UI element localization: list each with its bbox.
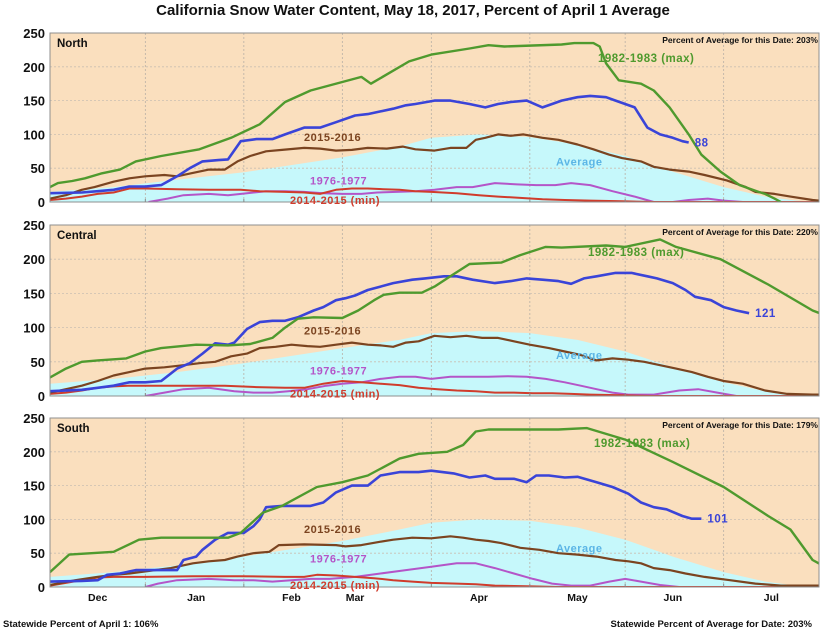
statewide-percent-average: Statewide Percent of Average for Date: 2… — [610, 619, 812, 630]
label-2015-2016: 2015-2016 — [304, 325, 361, 337]
y-tick-label: 200 — [23, 252, 45, 267]
label-current-value: 121 — [755, 308, 776, 320]
y-tick-label: 150 — [23, 286, 45, 301]
x-tick-label: Apr — [470, 592, 488, 604]
series-line-min — [50, 380, 819, 396]
x-tick-label: Jan — [187, 592, 205, 604]
y-tick-label: 200 — [23, 445, 45, 460]
label-current-value: 101 — [707, 514, 728, 526]
y-tick-label: 0 — [38, 580, 45, 595]
label-1976-1977: 1976-1977 — [310, 175, 367, 187]
series-line-max — [50, 238, 819, 379]
label-max-year: 1982-1983 (max) — [588, 247, 684, 259]
label-2015-2016: 2015-2016 — [304, 524, 361, 536]
label-average: Average — [556, 543, 603, 555]
label-2014-2015: 2014-2015 (min) — [290, 580, 380, 592]
plot-frame — [49, 224, 820, 397]
series-line-current — [50, 271, 750, 393]
label-2014-2015: 2014-2015 (min) — [290, 388, 380, 400]
chart-title: California Snow Water Content, May 18, 2… — [156, 2, 670, 19]
percent-of-average-label: Percent of Average for this Date: 220% — [662, 227, 818, 237]
label-current-value: 88 — [695, 138, 709, 150]
series-line-max — [50, 426, 819, 573]
label-2015-2016: 2015-2016 — [304, 132, 361, 144]
y-tick-label: 150 — [23, 479, 45, 494]
y-tick-label: 50 — [31, 161, 45, 176]
series-line-max — [50, 41, 782, 202]
x-tick-label: Feb — [282, 592, 301, 604]
series-line-y1977 — [145, 375, 737, 396]
series-line-wet — [50, 535, 819, 587]
panel-south: 0 50 100 150 200 250 South Percent of Average f… — [23, 411, 820, 604]
y-tick-label: 250 — [23, 26, 45, 41]
series-line-min — [50, 187, 819, 202]
label-max-year: 1982-1983 (max) — [594, 438, 690, 450]
x-tick-label: Jun — [663, 592, 682, 604]
y-tick-label: 200 — [23, 60, 45, 75]
label-average: Average — [556, 156, 603, 168]
series-line-min — [50, 573, 819, 587]
y-tick-label: 250 — [23, 218, 45, 233]
y-tick-label: 100 — [23, 127, 45, 142]
label-max-year: 1982-1983 (max) — [598, 53, 694, 65]
statewide-percent-april1: Statewide Percent of April 1: 106% — [3, 619, 159, 630]
y-tick-label: 50 — [31, 355, 45, 370]
label-1976-1977: 1976-1977 — [310, 366, 367, 378]
x-tick-label: Jul — [764, 592, 779, 604]
y-tick-label: 0 — [38, 389, 45, 404]
panel-north: 0 50 100 150 200 250 North Percent of Average f… — [23, 26, 820, 210]
percent-of-average-label: Percent of Average for this Date: 203% — [662, 35, 818, 45]
percent-of-average-label: Percent of Average for this Date: 179% — [662, 420, 818, 430]
x-tick-label: May — [567, 592, 588, 604]
label-1976-1977: 1976-1977 — [310, 554, 367, 566]
x-tick-label: Mar — [346, 592, 365, 604]
plot-frame — [49, 32, 820, 203]
y-tick-label: 50 — [31, 546, 45, 561]
x-tick-label: Dec — [88, 592, 107, 604]
region-label: Central — [57, 230, 97, 242]
panel-central: 0 50 100 150 200 250 Central Percent of Average… — [23, 218, 820, 404]
plot-frame — [49, 417, 820, 588]
y-tick-label: 100 — [23, 321, 45, 336]
region-label: North — [57, 38, 88, 50]
y-tick-label: 250 — [23, 411, 45, 426]
average-area — [50, 331, 819, 396]
series-line-current — [50, 94, 689, 195]
y-tick-label: 0 — [38, 195, 45, 210]
region-label: South — [57, 423, 90, 435]
series-line-current — [50, 469, 702, 583]
y-tick-label: 100 — [23, 512, 45, 527]
label-2014-2015: 2014-2015 (min) — [290, 195, 380, 207]
series-line-y1977 — [145, 562, 680, 587]
y-tick-label: 150 — [23, 94, 45, 109]
label-average: Average — [556, 350, 603, 362]
